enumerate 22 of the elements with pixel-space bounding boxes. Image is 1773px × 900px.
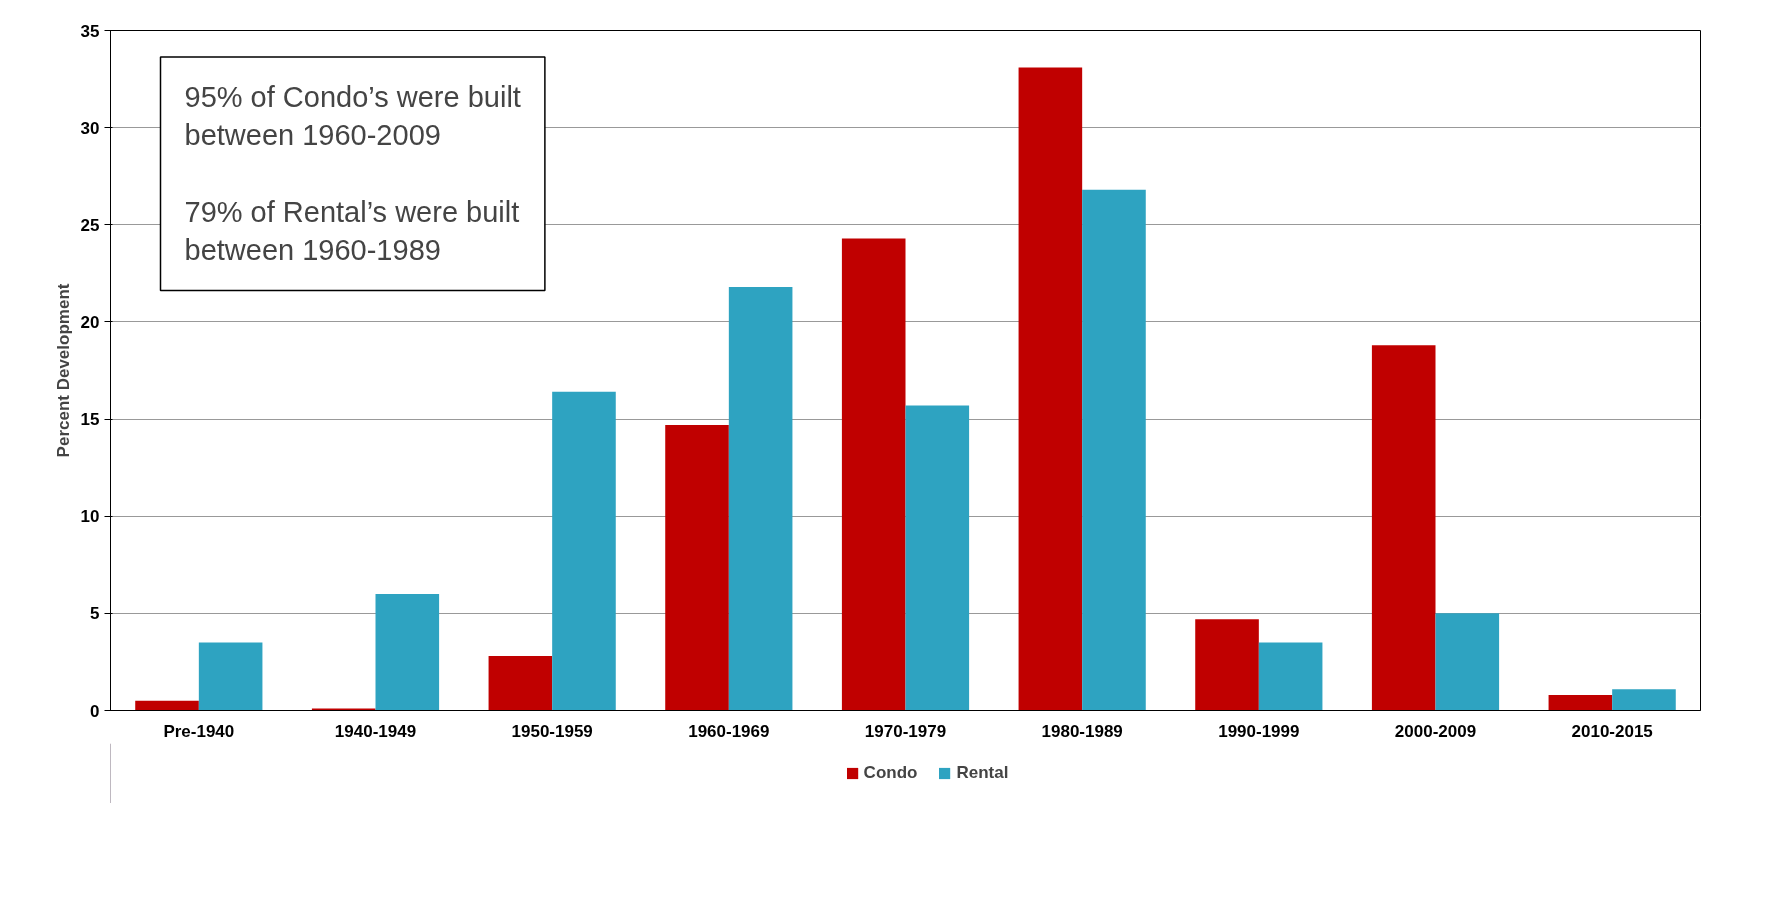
- x-tick-label: 1970-1979: [864, 721, 947, 741]
- y-axis-title: Percent Development: [53, 283, 73, 458]
- x-tick-label: 1960-1969: [688, 721, 770, 741]
- x-tick-label: 1940-1949: [334, 721, 417, 741]
- x-tick-label: Pre-1940: [163, 721, 235, 741]
- annotation: 79% of Rental’s were built between 1960-1989: [184, 196, 520, 267]
- x-tick-label: 1980-1989: [1041, 721, 1123, 741]
- y-tick-label: 0: [90, 701, 100, 721]
- legend-label: Condo: [863, 763, 918, 783]
- x-tick-label: 1950-1959: [511, 721, 593, 741]
- y-tick-label: 15: [80, 410, 100, 430]
- legend-label: Rental: [956, 763, 1009, 783]
- y-tick-label: 35: [80, 21, 100, 41]
- y-tick-label: 10: [80, 507, 100, 527]
- y-tick-label: 30: [80, 118, 100, 138]
- y-tick-label: 25: [80, 215, 100, 235]
- x-tick-label: 2010-2015: [1571, 721, 1653, 741]
- x-tick-label: 1990-1999: [1218, 721, 1300, 741]
- y-tick-label: 20: [80, 312, 100, 332]
- y-tick-label: 5: [90, 604, 100, 624]
- x-tick-label: 2000-2009: [1394, 721, 1477, 741]
- annotation: 95% of Condo’s were built between 1960-2009: [184, 80, 521, 152]
